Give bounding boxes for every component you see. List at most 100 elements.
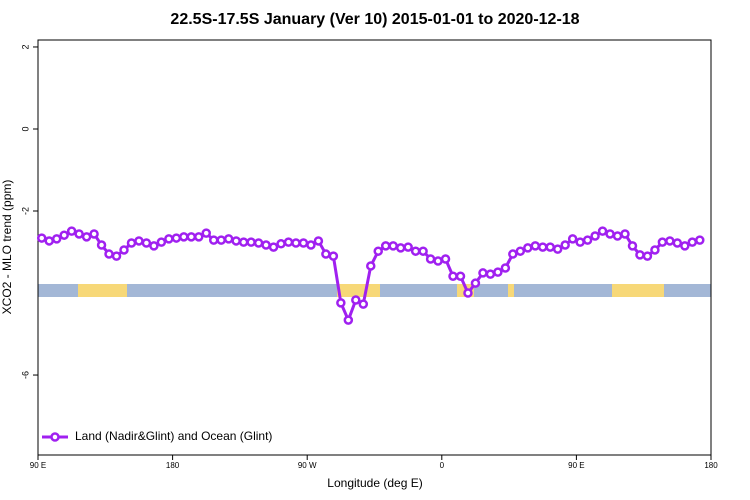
point [111,251,122,261]
legend-label: Land (Nadir&Glint) and Ocean (Glint) [75,429,272,443]
point [440,254,451,264]
chart-title: 22.5S-17.5S January (Ver 10) 2015-01-01 … [170,11,579,28]
point [134,236,144,246]
point [508,249,518,259]
point [635,250,645,260]
point [627,241,638,251]
point [552,244,563,254]
point [171,233,182,243]
point [695,235,705,245]
point [268,242,279,252]
point [597,226,608,236]
point [119,245,129,255]
point [538,242,548,252]
point [216,235,226,245]
point [366,261,376,271]
point [687,237,698,247]
point [89,229,99,239]
point [66,226,77,236]
point [179,232,189,242]
point [425,254,436,264]
land-band [612,284,664,297]
point [485,269,496,279]
point [470,278,481,288]
point [380,241,391,251]
point [201,228,211,238]
point [81,232,92,242]
point [433,256,443,266]
x-tick-label: 90 E [30,461,46,470]
y-tick-label: 0 [20,126,30,131]
point [231,236,241,246]
point [283,237,294,247]
point [642,251,653,261]
point [612,231,623,241]
point [321,249,331,259]
land-band [337,284,380,297]
y-tick-label: -6 [20,371,30,379]
point [291,238,301,248]
point [620,229,630,239]
point [463,288,473,298]
point [253,238,264,248]
land-band [508,284,514,297]
x-tick-label: 180 [166,461,180,470]
x-tick-label: 90 E [568,461,584,470]
point [657,237,668,247]
point [238,237,249,247]
legend-marker [50,432,60,442]
point [276,239,286,249]
point [74,229,84,239]
point [149,241,159,251]
point [493,267,503,277]
point [567,234,578,244]
point [164,234,174,244]
point [560,240,570,250]
point [650,245,660,255]
land-band [78,284,127,297]
point [104,249,114,259]
point [455,271,466,281]
point [208,235,219,245]
point [358,299,369,309]
point [328,251,339,261]
point [44,236,54,246]
point [403,242,413,252]
point [373,246,383,256]
point [448,271,458,281]
point [478,268,488,278]
point [523,243,533,253]
point [680,241,690,251]
point [590,231,600,241]
point [395,243,406,253]
point [388,241,398,251]
point [605,229,615,239]
point [298,238,309,248]
point [223,234,234,244]
point [575,237,585,247]
point [186,232,197,242]
point [336,298,346,308]
point [672,238,683,248]
point [36,233,47,243]
point [313,236,324,246]
y-tick-label: 2 [20,44,30,49]
x-axis-label: Longitude (deg E) [327,476,422,490]
point [246,237,256,247]
point [96,240,107,250]
point [418,246,428,256]
x-tick-label: 0 [440,461,445,470]
point [59,230,69,240]
point [500,263,511,273]
y-tick-label: -2 [20,207,30,215]
point [515,246,526,256]
point [530,241,541,251]
point [141,238,152,248]
point [351,295,361,305]
point [582,235,593,245]
point [665,236,675,246]
point [410,246,421,256]
point [306,240,316,250]
surface-band [38,284,711,297]
plot-frame [37,39,712,456]
